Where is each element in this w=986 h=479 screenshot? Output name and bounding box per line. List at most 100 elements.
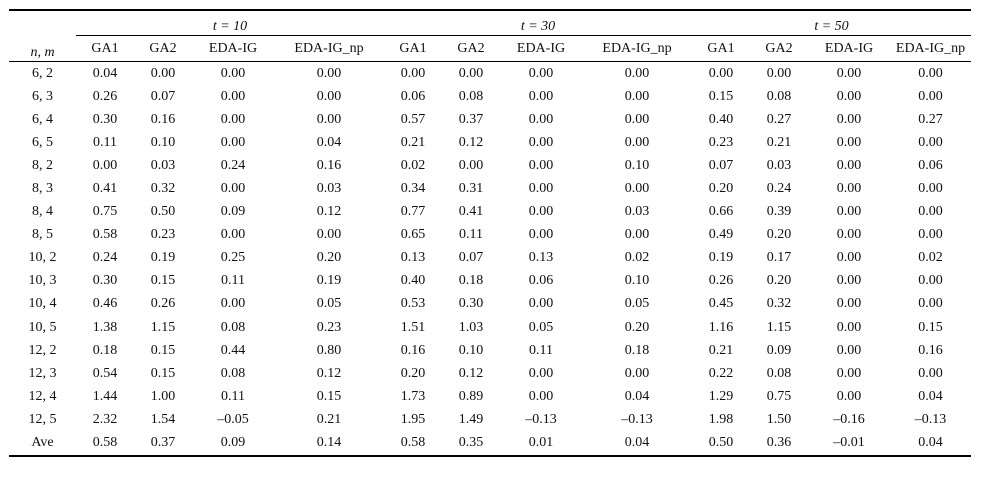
table-body: 6, 2 0.04 0.00 0.00 0.00 0.00 0.00 0.00 0.00 0.00… [9,62,971,456]
table-cell: 0.20 [316,250,342,266]
table-cell: 0.04 [624,435,650,451]
table-cell: 0.00 [836,65,862,81]
row-label: 8, 3 [32,181,53,197]
table-row: 6, 3 0.26 0.07 0.00 0.00 0.06 0.08 0.00 0.00 0.15… [9,85,971,108]
table-cell: 0.06 [918,157,943,173]
table-cell: 0.15 [316,388,342,404]
table-cell: 0.07 [708,157,734,173]
table-cell: 0.04 [316,134,342,150]
table-cell: 0.14 [316,435,342,451]
table-cell: 0.06 [400,88,426,104]
table-cell: 0.75 [92,204,118,220]
table-cell: 0.13 [400,250,426,266]
col-header-eda-ig-np: EDA-IG_np [294,40,364,56]
table-cell: 0.00 [624,65,650,81]
table-cell: 0.00 [316,65,342,81]
table-cell: 0.49 [708,227,734,243]
table-cell: 0.10 [624,273,650,289]
group-header-row: n, m t = 10 t = 30 t = 50 [9,11,971,60]
table-cell: 0.16 [150,111,176,127]
col-header-eda-ig: EDA-IG [824,40,874,56]
table-cell: 0.58 [92,435,118,451]
table-cell: 1.15 [766,319,792,335]
table-cell: 0.00 [528,181,554,197]
table-cell: 0.44 [220,342,246,358]
row-label: 10, 4 [28,296,57,312]
table-row: 6, 5 0.11 0.10 0.00 0.04 0.21 0.12 0.00 0.00 0.23… [9,131,971,154]
table-cell: 1.54 [150,411,176,427]
table-cell: 0.00 [528,157,554,173]
table-cell: 0.11 [221,388,245,404]
table-cell: 0.00 [836,134,862,150]
table-cell: 1.98 [708,411,734,427]
table-cell: 0.00 [220,181,246,197]
table-cell: 0.53 [400,296,426,312]
table-row: 12, 2 0.18 0.15 0.44 0.80 0.16 0.10 0.11 0.18 0.2… [9,339,971,362]
table-cell: 0.15 [150,342,176,358]
table-cell: 0.31 [458,181,484,197]
table-cell: 0.00 [918,296,943,312]
table-cell: 0.18 [624,342,650,358]
table-cell: 0.00 [836,388,862,404]
table-cell: 0.20 [766,273,792,289]
table-cell: 1.44 [92,388,118,404]
table-row: 12, 4 1.44 1.00 0.11 0.15 1.73 0.89 0.00 0.04 1.2… [9,385,971,408]
table-cell: 0.20 [766,227,792,243]
table-cell: 0.02 [624,250,650,266]
row-label: 6, 3 [32,88,53,104]
group-header-t30: t = 30 [520,19,556,34]
table-cell: 0.00 [528,227,554,243]
table-cell: 0.00 [624,134,650,150]
table-cell: 0.11 [529,342,553,358]
table-cell: 0.58 [400,435,426,451]
table-cell: 0.15 [150,365,176,381]
table-cell: 0.22 [708,365,734,381]
table-cell: 0.00 [836,296,862,312]
table-cell: 0.00 [836,319,862,335]
table-cell: 0.00 [918,227,943,243]
table-cell: 0.00 [624,365,650,381]
table-cell: 0.00 [918,365,943,381]
table-cell: 0.57 [400,111,426,127]
table-cell: 0.32 [766,296,792,312]
table-cell: 0.07 [458,250,484,266]
table-cell: 0.00 [458,157,484,173]
table-cell: 0.00 [624,227,650,243]
row-label: 10, 2 [28,250,57,266]
table-cell: 0.00 [528,204,554,220]
table-cell: 0.00 [150,65,176,81]
table-cell: 0.00 [918,134,943,150]
row-label: 12, 2 [28,342,57,358]
table-cell: 0.12 [316,365,342,381]
table-cell: –0.01 [833,435,865,451]
row-label: Ave [31,435,54,451]
row-label: 8, 2 [32,157,53,173]
table-cell: 0.24 [92,250,118,266]
col-header-eda-ig-np: EDA-IG_np [895,40,966,56]
table-cell: 0.35 [458,435,484,451]
table-cell: 0.36 [766,435,792,451]
table-row: 8, 5 0.58 0.23 0.00 0.00 0.65 0.11 0.00 0.00 0.49… [9,224,971,247]
row-label: 12, 3 [28,365,57,381]
table-cell: 0.20 [624,319,650,335]
table-cell: 0.00 [316,227,342,243]
row-label: 6, 4 [32,111,53,127]
table-cell: 1.49 [458,411,484,427]
table-cell: 0.11 [221,273,245,289]
table-cell: 0.09 [220,435,246,451]
table-row: 10, 3 0.30 0.15 0.11 0.19 0.40 0.18 0.06 0.10 0.2… [9,270,971,293]
table-cell: 0.18 [92,342,118,358]
table-cell: 0.34 [400,181,426,197]
table-cell: 1.38 [92,319,118,335]
group-header-t50: t = 50 [814,19,849,34]
table-cell: 1.15 [150,319,176,335]
table-cell: 0.00 [836,227,862,243]
table-cell: 0.00 [836,111,862,127]
table-cell: 0.09 [220,204,246,220]
table-cell: 0.10 [150,134,176,150]
table-cell: 0.00 [528,388,554,404]
table-cell: 0.10 [458,342,484,358]
table-row: 8, 2 0.00 0.03 0.24 0.16 0.02 0.00 0.00 0.10 0.07… [9,154,971,177]
col-header-ga2: GA2 [149,40,177,56]
table-cell: 0.21 [708,342,734,358]
